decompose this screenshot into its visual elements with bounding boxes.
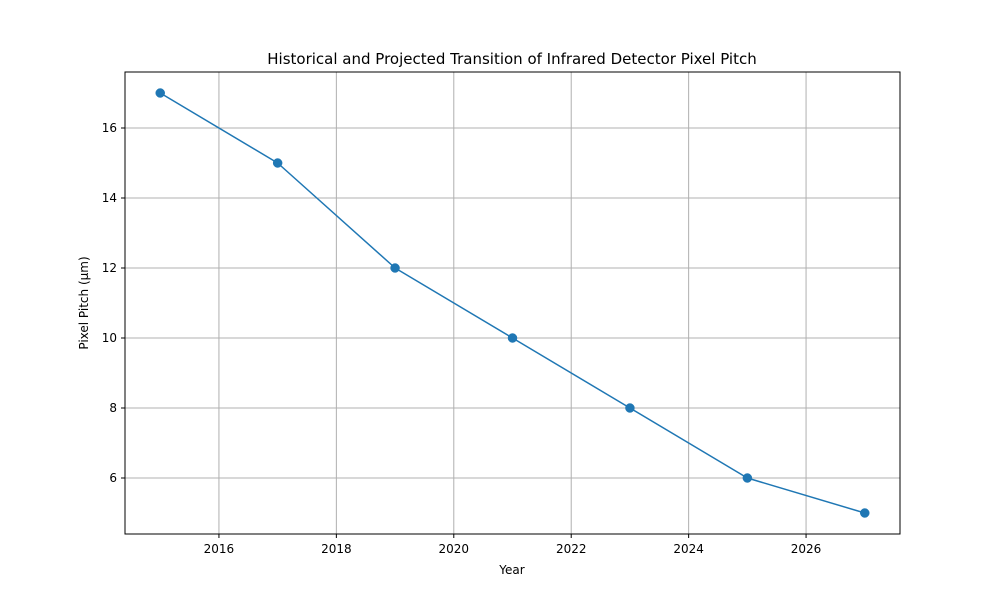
plot-area-frame xyxy=(124,71,901,535)
x-tick-label: 2020 xyxy=(439,542,470,556)
x-axis: 2016 2018 2020 2022 2024 2026 xyxy=(204,534,822,556)
y-tick-label: 6 xyxy=(109,471,117,485)
y-tick-label: 16 xyxy=(102,121,117,135)
data-point xyxy=(155,88,165,98)
y-tick-label: 10 xyxy=(102,331,117,345)
data-point xyxy=(507,333,518,343)
data-point xyxy=(390,263,400,273)
x-tick-label: 2022 xyxy=(556,542,587,556)
x-axis-label: Year xyxy=(498,563,524,577)
x-tick-label: 2018 xyxy=(321,542,352,556)
x-tick-label: 2026 xyxy=(791,542,822,556)
y-axis: 6 8 10 12 14 16 xyxy=(102,121,125,485)
y-tick-label: 14 xyxy=(102,191,117,205)
chart-title: Historical and Projected Transition of I… xyxy=(267,50,756,68)
x-tick-label: 2024 xyxy=(673,542,704,556)
y-tick-label: 12 xyxy=(102,261,117,275)
data-point xyxy=(860,508,870,518)
x-tick-label: 2016 xyxy=(204,542,235,556)
data-point xyxy=(625,403,635,413)
data-point xyxy=(742,473,753,483)
series-line xyxy=(159,92,865,514)
y-tick-label: 8 xyxy=(109,401,117,415)
y-axis-label: Pixel Pitch (µm) xyxy=(77,256,91,349)
data-series xyxy=(155,88,870,518)
data-point xyxy=(272,158,283,168)
